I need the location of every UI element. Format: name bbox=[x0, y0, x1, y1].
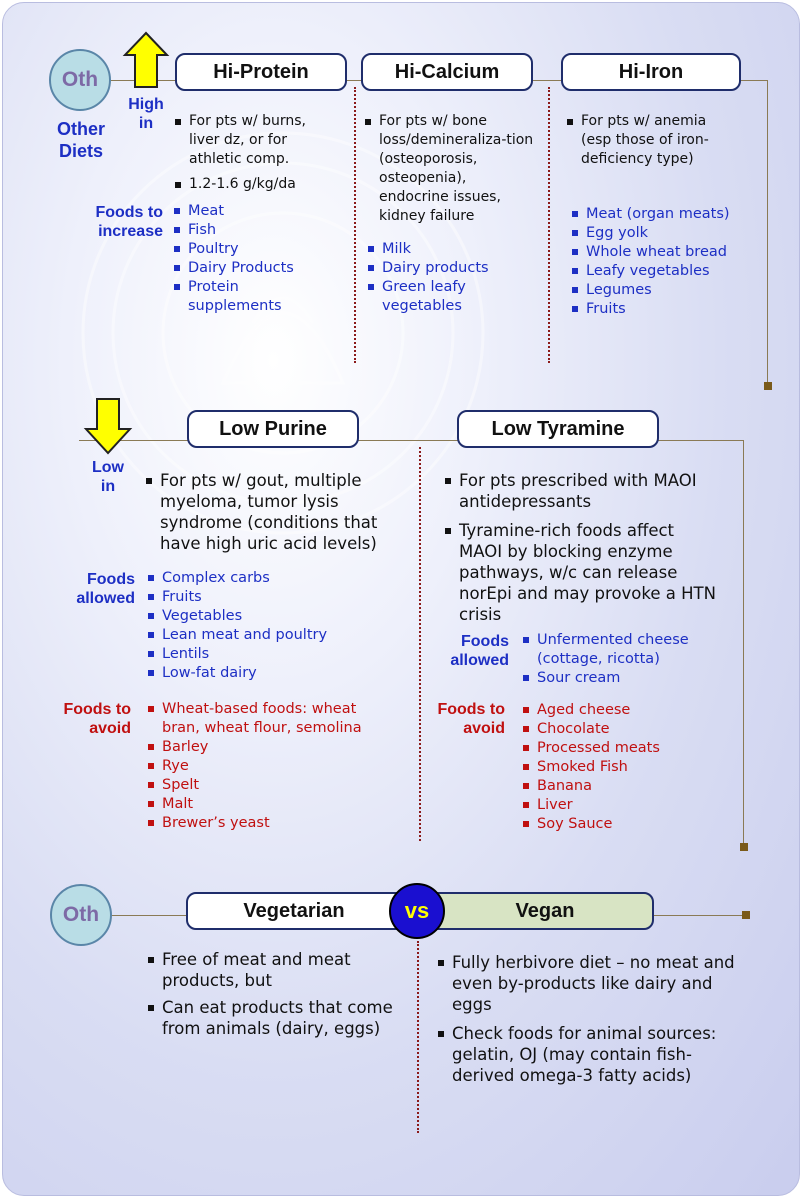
vegetarian-bullets: Free of meat and meat products, but Can … bbox=[148, 949, 413, 1039]
hi-calcium-foods: Milk Dairy products Green leafy vegetabl… bbox=[368, 240, 518, 316]
low-purine-allowed: Complex carbs Fruits Vegetables Lean mea… bbox=[148, 569, 388, 683]
list-item: For pts w/ burns, liver dz, or for athle… bbox=[175, 112, 335, 169]
hi-protein-foods: Meat Fish Poultry Dairy Products Protein… bbox=[174, 202, 334, 316]
list-item: Spelt bbox=[148, 776, 393, 795]
low-purine-avoid: Wheat-based foods: wheat bran, wheat flo… bbox=[148, 700, 393, 833]
list-item: Lentils bbox=[148, 645, 388, 664]
oth-circle-bottom: Oth bbox=[50, 884, 112, 946]
list-item: Vegetables bbox=[148, 607, 388, 626]
list-item: Free of meat and meat products, but bbox=[148, 949, 413, 991]
high-in-label: High in bbox=[128, 96, 164, 132]
list-item: Check foods for animal sources: gelatin,… bbox=[438, 1023, 738, 1086]
list-item: Meat (organ meats) bbox=[572, 205, 762, 224]
hi-iron-bullets: For pts w/ anemia (esp those of iron-def… bbox=[567, 112, 737, 169]
list-item: Chocolate bbox=[523, 720, 723, 739]
list-item: For pts w/ anemia (esp those of iron-def… bbox=[567, 112, 737, 169]
list-item: Protein supplements bbox=[174, 278, 334, 316]
list-item: Fish bbox=[174, 221, 334, 240]
list-item: Tyramine-rich foods affect MAOI by block… bbox=[445, 520, 717, 625]
list-item: Leafy vegetables bbox=[572, 262, 762, 281]
list-item: Rye bbox=[148, 757, 393, 776]
list-item: Banana bbox=[523, 777, 723, 796]
list-item: Legumes bbox=[572, 281, 762, 300]
list-item: Lean meat and poultry bbox=[148, 626, 388, 645]
oth-circle-label: Oth bbox=[61, 68, 99, 91]
list-item: Meat bbox=[174, 202, 334, 221]
low-tyramine-title: Low Tyramine bbox=[457, 410, 659, 448]
list-item: Green leafy vegetables bbox=[368, 278, 518, 316]
down-arrow-icon bbox=[83, 398, 133, 455]
low-tyramine-allowed: Unfermented cheese (cottage, ricotta) So… bbox=[523, 631, 723, 688]
list-item: Wheat-based foods: wheat bran, wheat flo… bbox=[148, 700, 393, 738]
list-item: Malt bbox=[148, 795, 393, 814]
oth-circle: Oth bbox=[49, 49, 111, 111]
list-item: Fully herbivore diet – no meat and even … bbox=[438, 952, 738, 1015]
low-purine-title: Low Purine bbox=[187, 410, 359, 448]
hi-protein-title: Hi-Protein bbox=[175, 53, 347, 91]
list-item: 1.2-1.6 g/kg/da bbox=[175, 175, 335, 194]
hi-iron-foods: Meat (organ meats) Egg yolk Whole wheat … bbox=[572, 205, 762, 319]
list-item: Whole wheat bread bbox=[572, 243, 762, 262]
hi-iron-title: Hi-Iron bbox=[561, 53, 741, 91]
list-item: Processed meats bbox=[523, 739, 723, 758]
list-item: Liver bbox=[523, 796, 723, 815]
list-item: Aged cheese bbox=[523, 701, 723, 720]
up-arrow-icon bbox=[122, 31, 170, 88]
list-item: Complex carbs bbox=[148, 569, 388, 588]
list-item: Sour cream bbox=[523, 669, 723, 688]
vegetarian-title: Vegetarian bbox=[186, 892, 416, 930]
foods-to-increase-label: Foods to increase bbox=[95, 204, 163, 240]
low-tyramine-avoid: Aged cheese Chocolate Processed meats Sm… bbox=[523, 701, 723, 834]
list-item: Milk bbox=[368, 240, 518, 259]
list-item: Fruits bbox=[148, 588, 388, 607]
vs-badge: vs bbox=[389, 883, 445, 939]
vegan-title: Vegan bbox=[416, 892, 654, 930]
list-item: Low-fat dairy bbox=[148, 664, 388, 683]
list-item: For pts prescribed with MAOI antidepress… bbox=[445, 470, 717, 512]
list-item: Can eat products that come from animals … bbox=[148, 997, 413, 1039]
foods-allowed-label: Foods allowed bbox=[76, 571, 135, 607]
hi-calcium-title: Hi-Calcium bbox=[361, 53, 533, 91]
list-item: Unfermented cheese (cottage, ricotta) bbox=[523, 631, 723, 669]
list-item: Barley bbox=[148, 738, 393, 757]
hi-calcium-bullets: For pts w/ bone loss/demineraliza-tion (… bbox=[365, 112, 537, 226]
foods-to-avoid-label: Foods to avoid bbox=[63, 701, 131, 737]
list-item: For pts w/ gout, multiple myeloma, tumor… bbox=[146, 470, 408, 554]
low-in-label: Low in bbox=[92, 459, 124, 495]
list-item: Brewer’s yeast bbox=[148, 814, 393, 833]
low-purine-bullets: For pts w/ gout, multiple myeloma, tumor… bbox=[146, 470, 408, 554]
list-item: Egg yolk bbox=[572, 224, 762, 243]
list-item: For pts w/ bone loss/demineraliza-tion (… bbox=[365, 112, 537, 226]
list-item: Smoked Fish bbox=[523, 758, 723, 777]
hi-protein-bullets: For pts w/ burns, liver dz, or for athle… bbox=[175, 112, 335, 194]
list-item: Dairy products bbox=[368, 259, 518, 278]
vegan-bullets: Fully herbivore diet – no meat and even … bbox=[438, 952, 738, 1086]
low-tyramine-bullets: For pts prescribed with MAOI antidepress… bbox=[445, 470, 717, 625]
list-item: Poultry bbox=[174, 240, 334, 259]
list-item: Soy Sauce bbox=[523, 815, 723, 834]
list-item: Fruits bbox=[572, 300, 762, 319]
tyramine-foods-allowed-label: Foods allowed bbox=[450, 633, 509, 669]
tyramine-foods-to-avoid-label: Foods to avoid bbox=[437, 701, 505, 737]
other-diets-label: Other Diets bbox=[56, 119, 105, 161]
list-item: Dairy Products bbox=[174, 259, 334, 278]
